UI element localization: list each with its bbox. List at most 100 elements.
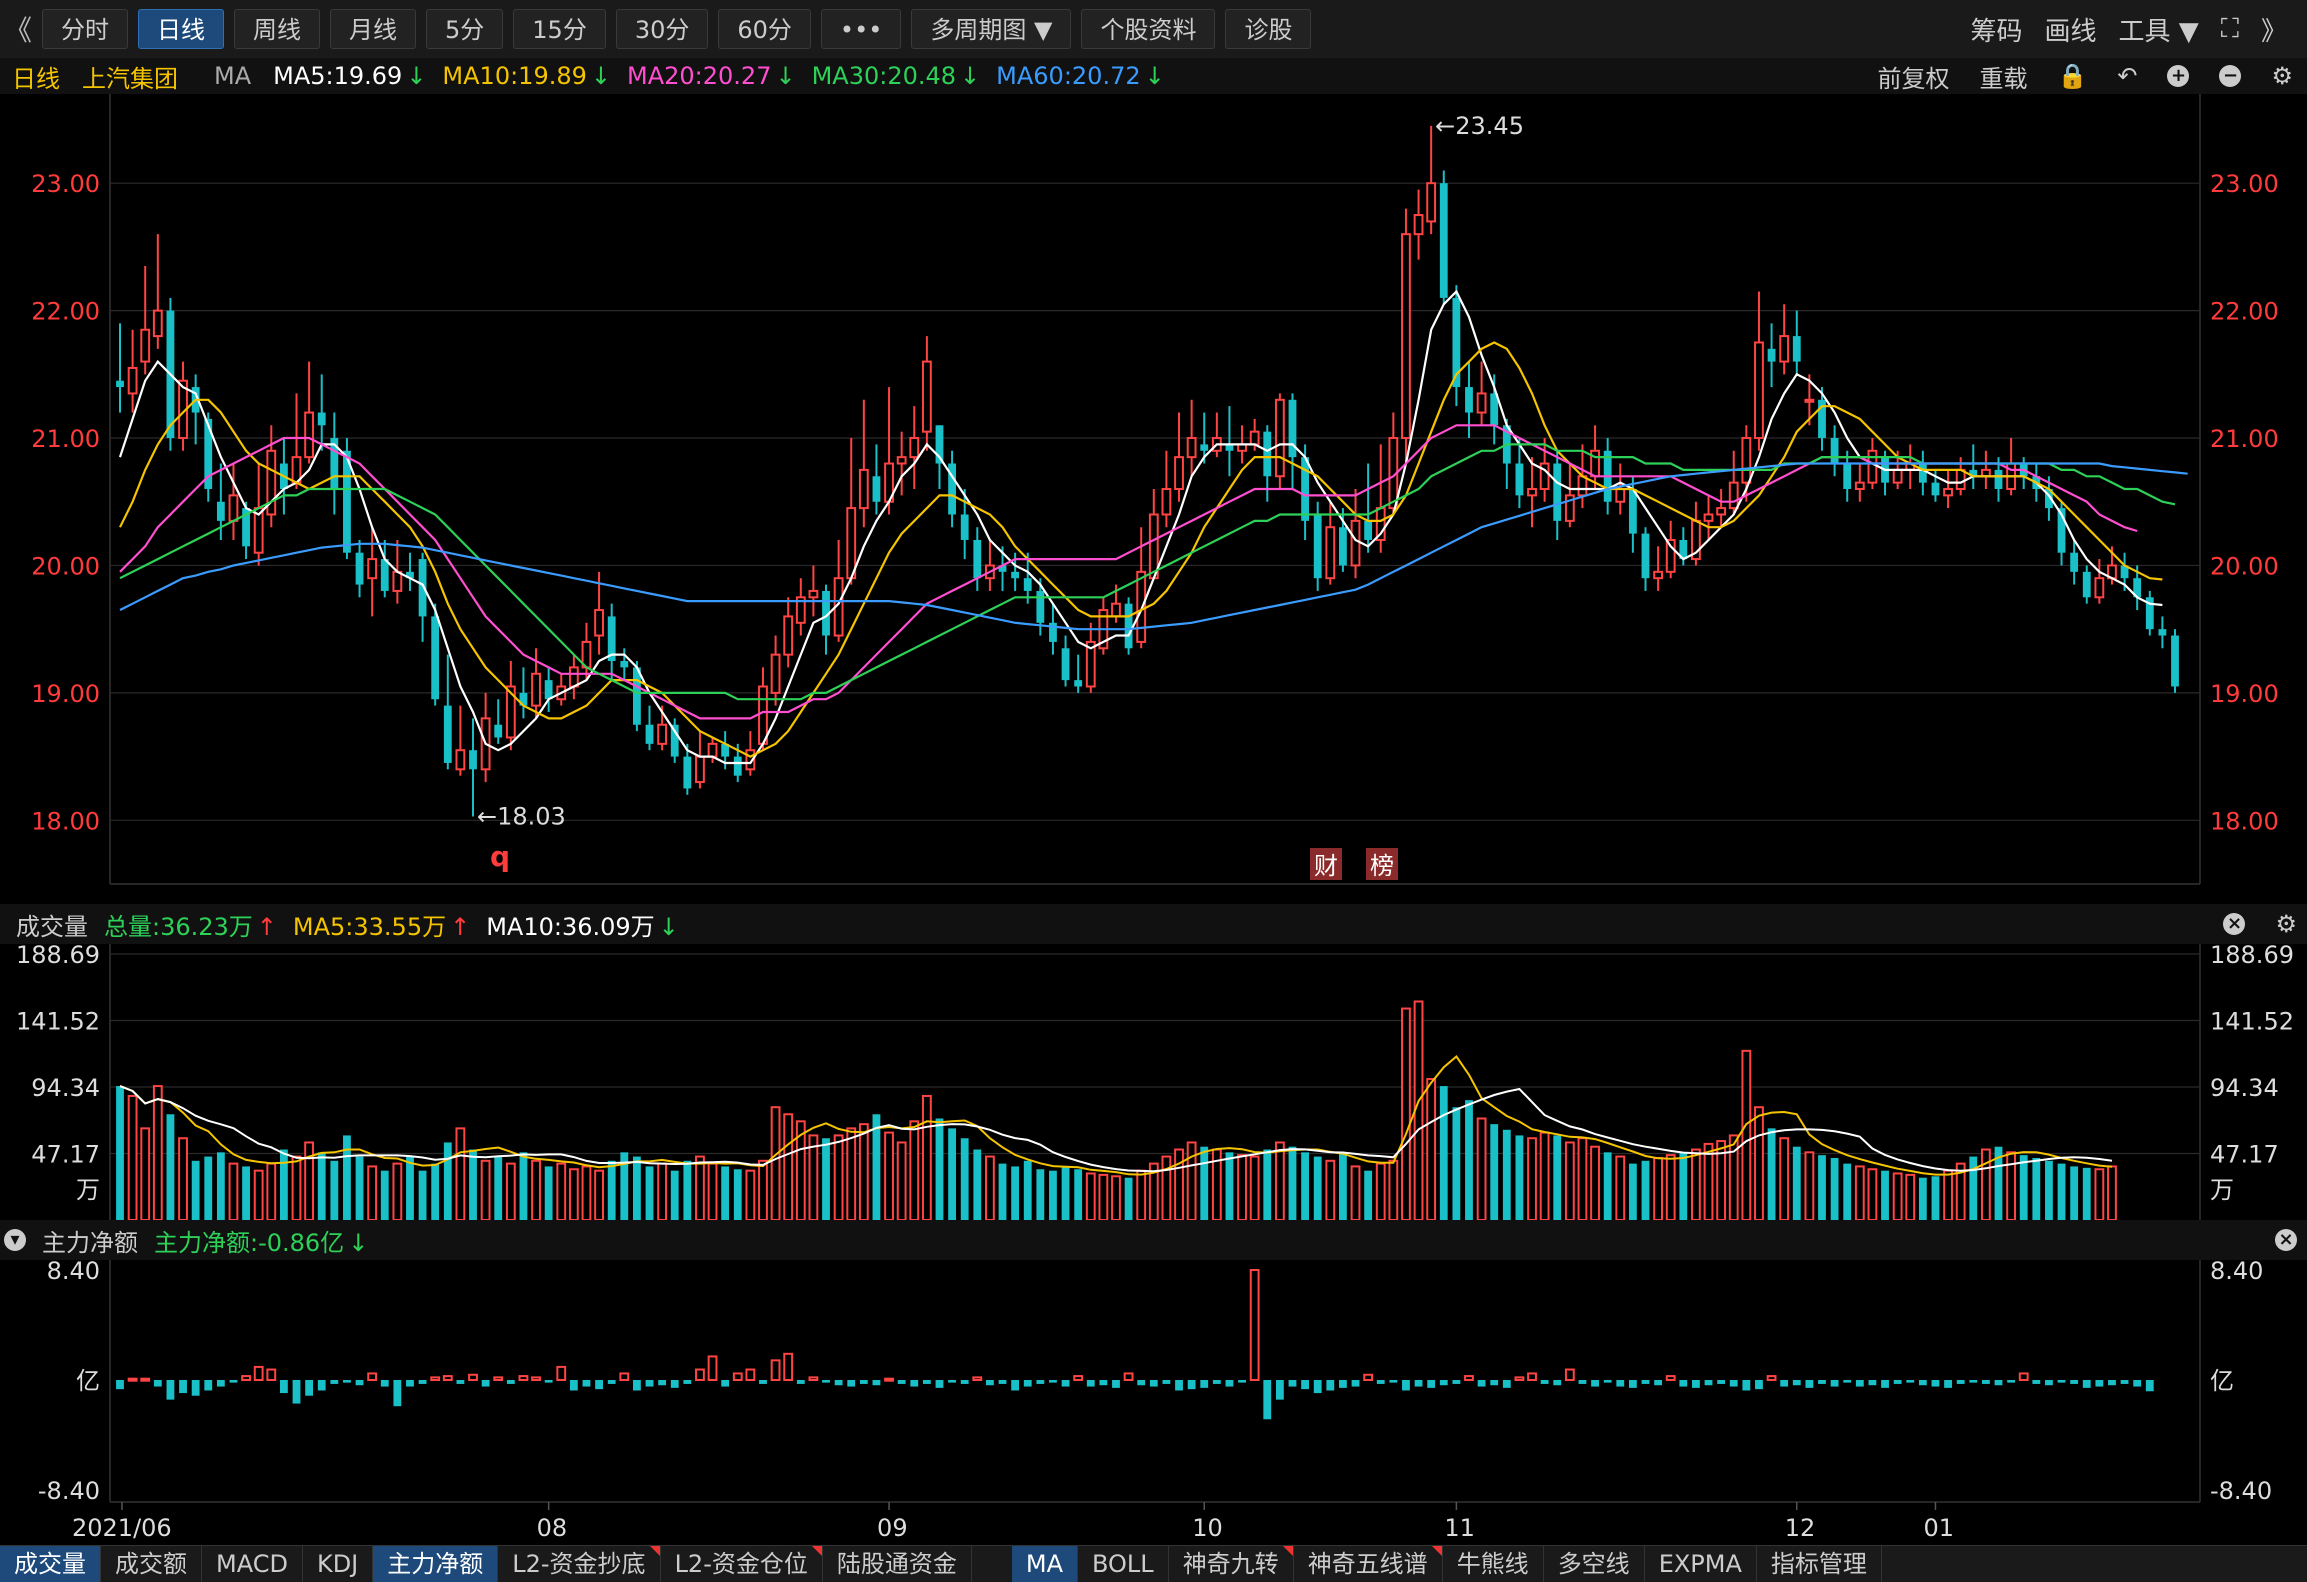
indicator-tab-10[interactable]: 神奇九转 <box>1169 1546 1294 1582</box>
volume-bar <box>418 1170 427 1220</box>
tools-button[interactable]: 工具 ▼ <box>2118 16 2199 47</box>
indicator-tab-0[interactable]: 成交量 <box>0 1546 101 1582</box>
price-chart[interactable]: 23.00 23.00 22.00 22.00 21.00 21.00 20.00 20.00… <box>0 94 2307 904</box>
zoom-in-icon[interactable]: + <box>2167 65 2190 87</box>
volume-bar <box>2107 1165 2117 1220</box>
volume-title[interactable]: 成交量 <box>16 912 88 941</box>
flow-title[interactable]: 主力净额 <box>42 1228 138 1257</box>
flow-bar <box>292 1380 301 1404</box>
flow-bar <box>834 1380 843 1386</box>
price-tick-right: 21.00 <box>2210 425 2279 453</box>
indicator-tab-11[interactable]: 神奇五线谱 <box>1294 1546 1443 1582</box>
volume-bar <box>1074 1169 1083 1220</box>
volume-bar <box>2019 1155 2028 1220</box>
volume-bar <box>291 1155 302 1220</box>
volume-bar <box>2032 1157 2041 1220</box>
reload-button[interactable]: 重载 <box>1979 64 2028 93</box>
badge-finance[interactable] <box>1310 848 1342 880</box>
settings-icon[interactable]: ⚙ <box>2275 910 2297 938</box>
candle-body <box>330 438 339 489</box>
candle-body <box>1969 469 1978 477</box>
draw-button[interactable]: 画线 <box>2044 16 2097 47</box>
badge-list[interactable] <box>1366 848 1398 880</box>
indicator-tab-5[interactable]: L2-资金抄底 <box>498 1546 661 1582</box>
volume-bar <box>707 1162 718 1220</box>
volume-bar <box>355 1156 364 1220</box>
lock-icon[interactable]: 🔒 <box>2057 62 2088 90</box>
period-tab-0[interactable]: 分时 <box>42 9 128 49</box>
flow-bar <box>1628 1380 1637 1388</box>
date-tick: 11 <box>1444 1514 1475 1542</box>
flow-bar <box>127 1377 138 1382</box>
volume-bar <box>2082 1167 2091 1220</box>
price-tick-left: 22.00 <box>31 298 100 326</box>
ma20-value: MA20:20.27 ↓ <box>627 62 796 90</box>
undo-icon[interactable]: ↶ <box>2117 62 2138 90</box>
period-tab-4[interactable]: 5分 <box>426 9 504 49</box>
period-tab-1[interactable]: 日线 <box>138 9 224 49</box>
indicator-tab-8[interactable]: MA <box>1011 1546 1078 1582</box>
candle-body <box>392 570 403 592</box>
settings-icon[interactable]: ⚙ <box>2271 62 2293 90</box>
fullscreen-icon[interactable]: ⛶ <box>2220 13 2239 44</box>
volume-bar <box>1465 1100 1473 1220</box>
period-tab-8[interactable]: ••• <box>820 9 902 49</box>
flow-header-right: × <box>2259 1220 2297 1260</box>
indicator-tab-6[interactable]: L2-资金仓位 <box>661 1546 823 1582</box>
candle-body <box>657 723 668 745</box>
adjust-button[interactable]: 前复权 <box>1877 64 1950 93</box>
period-tab-10[interactable]: 个股资料 <box>1081 9 1216 49</box>
period-tab-2[interactable]: 周线 <box>234 9 320 49</box>
indicator-tab-12[interactable]: 牛熊线 <box>1443 1546 1544 1582</box>
volume-chart[interactable]: 188.69 188.69 141.52 141.52 94.34 94.34 47.17 4… <box>0 944 2307 1220</box>
indicator-tab-4[interactable]: 主力净额 <box>373 1546 499 1582</box>
flow-bar <box>745 1368 756 1382</box>
candle-body <box>1490 393 1499 426</box>
candle-body <box>1553 463 1562 521</box>
volume-bar <box>795 1120 806 1220</box>
period-tab-5[interactable]: 15分 <box>513 9 606 49</box>
volume-bar <box>896 1141 907 1220</box>
zoom-out-icon[interactable]: − <box>2219 65 2242 87</box>
flow-bar <box>430 1376 441 1381</box>
chips-button[interactable]: 筹码 <box>1970 16 2023 47</box>
candle-body <box>1665 538 1676 573</box>
indicator-tab-15[interactable]: 指标管理 <box>1757 1546 1882 1582</box>
candle-body <box>896 456 907 465</box>
candle-body <box>1515 463 1524 496</box>
period-tab-7[interactable]: 60分 <box>718 9 811 49</box>
volume-bar <box>998 1163 1007 1220</box>
flow-bar <box>1414 1380 1423 1387</box>
period-tab-11[interactable]: 诊股 <box>1225 9 1312 49</box>
collapse-icon[interactable]: ▾ <box>4 1229 26 1251</box>
period-tab-6[interactable]: 30分 <box>615 9 709 49</box>
indicator-label[interactable]: MA <box>214 62 252 90</box>
flow-bar <box>884 1377 894 1382</box>
volume-bar <box>1085 1172 1096 1220</box>
flow-chart[interactable]: 8.40 8.40 亿 亿 -8.40 -8.40 2021/06 08 09 10 11 12 01 <box>0 1260 2307 1545</box>
volume-bar <box>1527 1137 1537 1220</box>
period-tab-3[interactable]: 月线 <box>330 9 416 49</box>
flow-bar <box>1061 1380 1070 1387</box>
candle-body <box>707 742 718 758</box>
flow-bar <box>1011 1380 1020 1391</box>
candle-body <box>1716 507 1727 516</box>
period-tab-9[interactable]: 多周期图 ▼ <box>911 9 1072 49</box>
nav-left-button[interactable]: 《 <box>4 14 33 47</box>
close-icon[interactable]: × <box>2223 913 2246 935</box>
flow-bar <box>1212 1380 1221 1384</box>
indicator-tab-1[interactable]: 成交额 <box>101 1546 202 1582</box>
flow-bar <box>1049 1380 1057 1383</box>
indicator-tab-9[interactable]: BOLL <box>1078 1546 1169 1582</box>
indicator-tab-13[interactable]: 多空线 <box>1544 1546 1645 1582</box>
close-icon[interactable]: × <box>2275 1229 2297 1251</box>
indicator-tab-7[interactable]: 陆股通资金 <box>823 1546 972 1582</box>
high-price-label: ←23.45 <box>1435 112 1524 140</box>
stock-name[interactable]: 上汽集团 <box>82 64 178 93</box>
indicator-tab-14[interactable]: EXPMA <box>1645 1546 1757 1582</box>
indicator-tab-3[interactable]: KDJ <box>303 1546 374 1582</box>
indicator-tab-2[interactable]: MACD <box>202 1546 303 1582</box>
candle-body <box>733 756 742 776</box>
nav-right-button[interactable]: 》 <box>2260 16 2287 47</box>
candle-body <box>1452 297 1461 388</box>
